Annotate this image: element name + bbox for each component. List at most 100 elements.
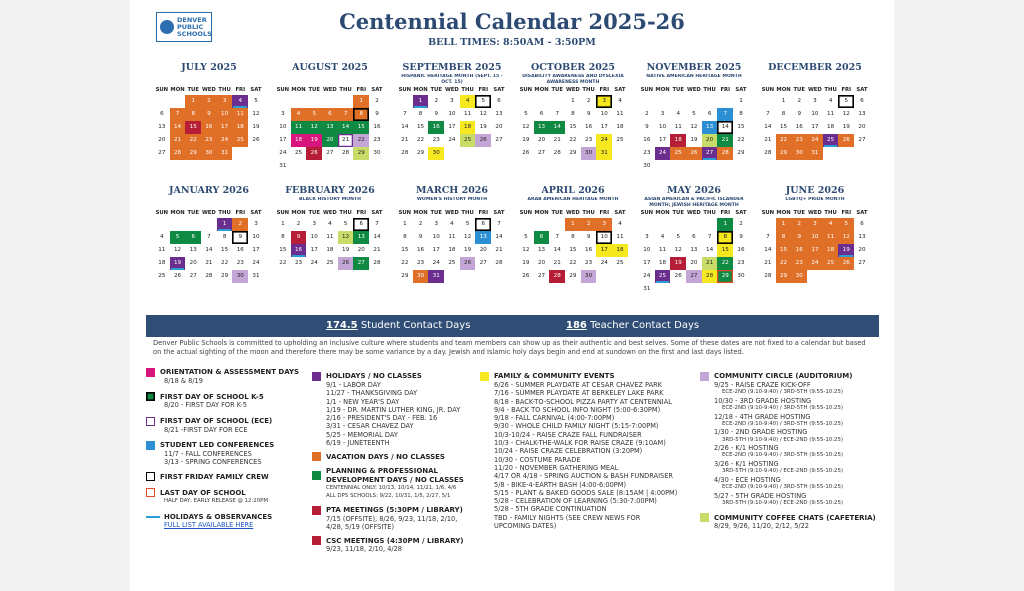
day-cell: 30 (428, 147, 445, 160)
weekday-header: THU (339, 210, 352, 216)
circle-time: 3RD-5TH (9:10-9:40) / ECE-2ND (9:55-10:2… (722, 436, 844, 443)
weekday-header: FRI (235, 87, 246, 93)
day-cell: 24 (432, 260, 440, 266)
event-item: 10/24 - RAISE CRAZE CELEBRATION (3:20PM) (494, 447, 643, 456)
day-cell: 5 (524, 111, 528, 117)
day-cell: 14 (764, 124, 772, 130)
legend-heading: LAST DAY OF SCHOOL (146, 488, 306, 498)
day-cell: 24 (279, 150, 287, 156)
day-cell: 7 (717, 108, 734, 121)
legend-swatch-icon (480, 372, 489, 381)
day-cell: 11 (232, 108, 249, 121)
empty-cell (154, 95, 170, 108)
month-grid: SUN MON TUE WED THU FRI SAT 1 2 3 4 5 6 7 8 9 10 11 12 13 14… (397, 86, 507, 160)
day-cell: 20 (690, 260, 698, 266)
day-cell: 12 (842, 111, 850, 117)
weekday-header: SAT (371, 87, 383, 93)
empty-cell (655, 95, 671, 108)
day-cell: 14 (764, 247, 772, 253)
legend-item: FIRST FRIDAY FAMILY CREW (146, 472, 306, 482)
holiday-marker (170, 268, 185, 270)
day-cell: 16 (795, 124, 803, 130)
day-cell: 28 (764, 150, 772, 156)
day-cell: 21 (373, 247, 381, 253)
day-cell: 3 (660, 111, 665, 117)
legend-item: LAST DAY OF SCHOOL HALF DAY, EARLY RELEAS… (146, 488, 306, 505)
weekday-header: SUN (155, 87, 169, 93)
day-cell: 6 (533, 231, 550, 244)
day-cell: 7 (555, 234, 559, 240)
day-cell: 21 (401, 137, 409, 143)
legend-swatch-icon (312, 471, 321, 481)
legend-detail: 4/28, 5/19 (OFFSITE) (326, 522, 395, 531)
month-name: MAY 2026 (667, 185, 721, 196)
holiday-marker (839, 255, 854, 257)
month-grid: SUN MON TUE WED THU FRI SAT 1 2 3 4 5 6 7 8 9 10 11 12 13 14… (639, 209, 749, 296)
day-cell: 9 (418, 234, 423, 240)
day-cell: 20 (537, 137, 546, 143)
empty-cell (760, 95, 776, 108)
legend-detail: 8/29, 9/26, 11/20, 2/12, 5/22 (714, 522, 809, 531)
month-heritage (154, 74, 264, 86)
day-cell: 11 (326, 234, 334, 240)
day-cell: 24 (807, 134, 823, 147)
day-cell: 21 (553, 137, 561, 143)
day-cell: 6 (692, 234, 696, 240)
holiday-marker (702, 158, 717, 160)
day-cell: 23 (373, 137, 381, 143)
day-cell: 1 (412, 95, 429, 108)
day-cell: 18 (827, 124, 835, 130)
day-cell: 1 (281, 221, 285, 227)
day-cell: 29 (401, 273, 409, 279)
legend-heading: FIRST FRIDAY FAMILY CREW (146, 472, 306, 482)
weekday-header: FRI (235, 210, 246, 216)
legend-column-2: HOLIDAYS / NO CLASSES 9/1 - LABOR DAY 11/2… (312, 372, 482, 553)
day-cell: 28 (549, 270, 566, 283)
day-cell: 6 (475, 218, 491, 231)
day-cell: 18 (290, 134, 307, 147)
day-cell: 4 (459, 95, 476, 108)
empty-cell (549, 218, 565, 231)
legend-swatch-icon (312, 505, 321, 515)
weekday-header: WED (201, 87, 216, 93)
day-cell: 29 (416, 150, 425, 156)
legend-detail: 1/1 - NEW YEAR'S DAY (326, 397, 400, 406)
month-heritage: ARAB AMERICAN HERITAGE MONTH (527, 197, 619, 202)
day-cell: 16 (290, 244, 307, 257)
legend-detail: 9/23, 11/18, 2/10, 4/28 (326, 545, 402, 554)
day-cell: 20 (858, 247, 866, 253)
event-item: 5/8 - BIKE-4-EARTH BASH (4:00-6:00PM) (494, 480, 627, 489)
day-cell: 8 (281, 234, 285, 240)
weekday-header: TUE (793, 210, 805, 216)
day-cell: 17 (252, 247, 260, 253)
day-cell: 23 (791, 134, 808, 147)
day-cell: 11 (158, 247, 166, 253)
legend-community-circle: COMMUNITY CIRCLE (AUDITORIUM) 9/25 - RAIS… (700, 372, 880, 507)
legend-heading: COMMUNITY CIRCLE (AUDITORIUM) (700, 372, 880, 381)
weekday-header: MON (655, 87, 670, 93)
day-cell: 18 (232, 121, 249, 134)
event-item: 9/30 - WHOLE CHILD FAMILY NIGHT (5:15-7:… (494, 422, 659, 431)
circle-time: ECE-2ND (9:10-9:40) / 3RD-5TH (9:55-10:2… (722, 452, 844, 459)
legend-heading: COMMUNITY COFFEE CHATS (CAFETERIA) (700, 513, 880, 523)
day-cell: 13 (353, 231, 370, 244)
legend-planning: PLANNING & PROFESSIONAL DEVELOPMENT DAYS… (312, 467, 482, 500)
day-cell: 20 (479, 247, 487, 253)
full-list-link[interactable]: FULL LIST AVAILABLE HERE (164, 521, 254, 530)
day-cell: 1 (216, 218, 233, 231)
day-cell: 21 (764, 137, 772, 143)
empty-cell (306, 95, 322, 108)
day-cell: 6 (185, 231, 202, 244)
day-cell: 23 (432, 137, 440, 143)
circle-item: 4/30 - ECE HOSTING (714, 475, 781, 484)
day-cell: 9 (201, 108, 217, 121)
day-cell: 10 (807, 231, 823, 244)
day-cell: 4 (618, 98, 622, 104)
weekday-header: FRI (478, 87, 489, 93)
day-cell: 10 (448, 111, 456, 117)
legend-detail: 8/21 -FIRST DAY FOR ECE (164, 425, 248, 434)
day-cell: 4 (450, 221, 454, 227)
day-cell: 28 (373, 260, 381, 266)
month-name: SEPTEMBER 2025 (402, 62, 502, 73)
day-cell: 31 (216, 147, 233, 160)
